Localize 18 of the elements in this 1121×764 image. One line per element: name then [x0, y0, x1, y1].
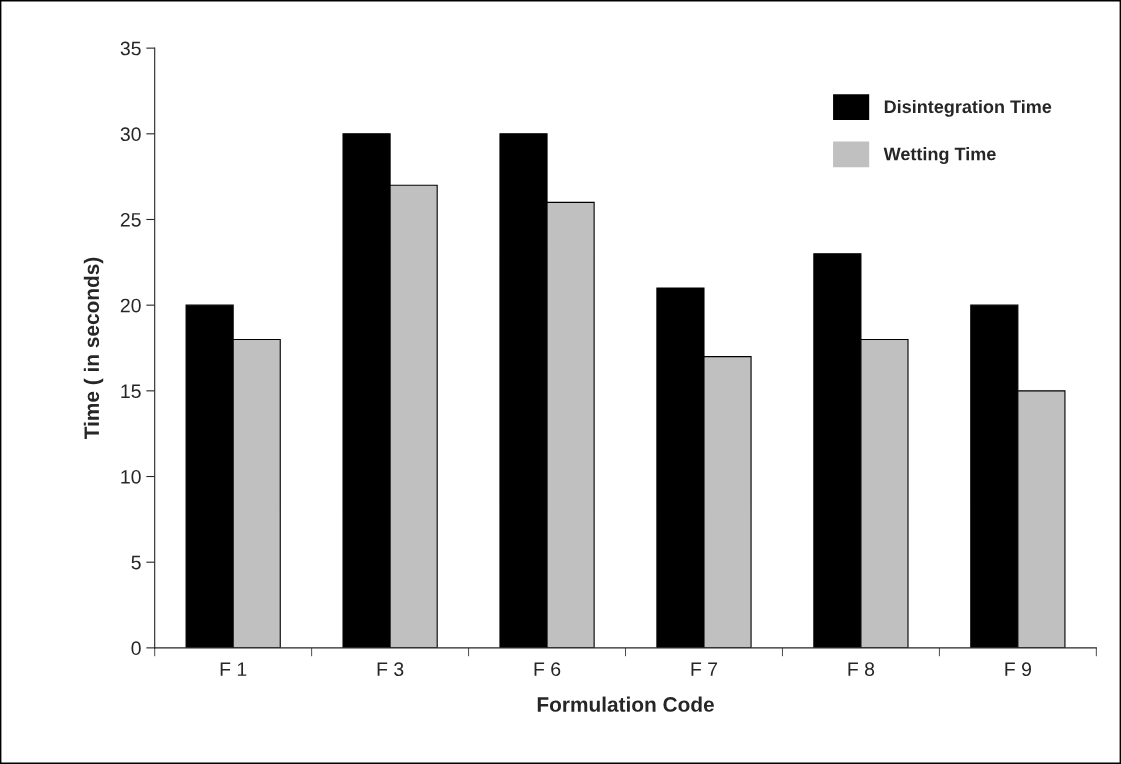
y-tick-label: 15	[121, 384, 141, 399]
x-tick-label: F 7	[691, 662, 718, 676]
y-tick-label: 5	[131, 555, 141, 570]
x-tick-label: F 8	[848, 662, 875, 677]
x-axis-title: Formulation Code	[537, 696, 714, 712]
y-tick-label: 0	[131, 641, 141, 656]
x-tick-label: F 6	[534, 662, 561, 677]
y-tick-label: 20	[120, 298, 141, 313]
y-tick-label: 35	[120, 41, 141, 56]
y-axis-title: Time ( in seconds)	[83, 257, 104, 440]
y-tick-label: 25	[120, 212, 141, 227]
x-tick-label: F 3	[377, 662, 404, 677]
x-tick-label: F 1	[220, 662, 247, 676]
legend-label: Disintegration Time	[884, 99, 1052, 117]
legend-label: Wetting Time	[883, 147, 996, 165]
x-tick-label: F 9	[1005, 662, 1031, 677]
y-tick-label: 30	[120, 127, 141, 142]
y-tick-label: 10	[121, 469, 141, 484]
